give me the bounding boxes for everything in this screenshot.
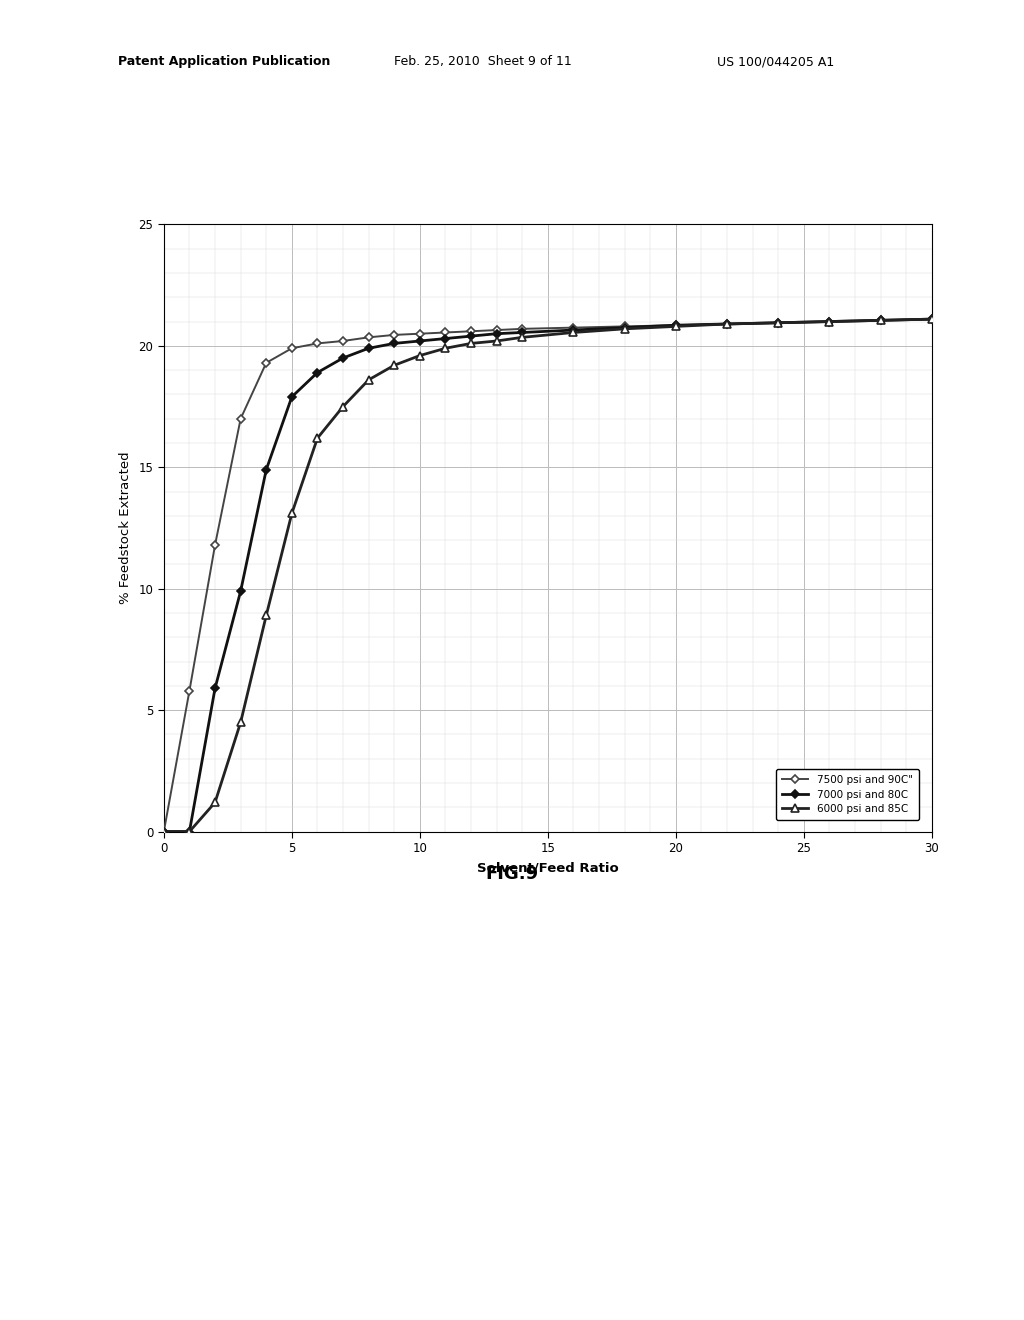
7500 psi and 90C": [414, 326, 426, 342]
7500 psi and 90C": [874, 313, 887, 329]
7500 psi and 90C": [490, 322, 503, 338]
7000 psi and 80C: [388, 335, 400, 351]
6000 psi and 85C: [414, 347, 426, 363]
7000 psi and 80C: [926, 312, 938, 327]
6000 psi and 85C: [260, 607, 272, 623]
7500 psi and 90C": [234, 411, 247, 426]
6000 psi and 85C: [874, 313, 887, 329]
7000 psi and 80C: [516, 325, 528, 341]
7500 psi and 90C": [772, 315, 784, 331]
7000 psi and 80C: [465, 329, 477, 345]
7500 psi and 90C": [337, 333, 349, 348]
6000 psi and 85C: [388, 358, 400, 374]
7000 psi and 80C: [362, 341, 375, 356]
7000 psi and 80C: [874, 313, 887, 329]
7000 psi and 80C: [439, 330, 452, 346]
6000 psi and 85C: [234, 714, 247, 730]
6000 psi and 85C: [772, 315, 784, 331]
7000 psi and 80C: [209, 680, 221, 696]
7500 psi and 90C": [618, 318, 631, 334]
7000 psi and 80C: [670, 317, 682, 333]
7500 psi and 90C": [158, 824, 170, 840]
7000 psi and 80C: [286, 389, 298, 405]
Y-axis label: % Feedstock Extracted: % Feedstock Extracted: [119, 451, 132, 605]
Text: Patent Application Publication: Patent Application Publication: [118, 55, 330, 69]
6000 psi and 85C: [618, 321, 631, 337]
Text: Feb. 25, 2010  Sheet 9 of 11: Feb. 25, 2010 Sheet 9 of 11: [394, 55, 572, 69]
7500 psi and 90C": [567, 319, 580, 335]
6000 psi and 85C: [209, 795, 221, 810]
7000 psi and 80C: [721, 315, 733, 331]
6000 psi and 85C: [516, 330, 528, 346]
7000 psi and 80C: [260, 462, 272, 478]
6000 psi and 85C: [311, 430, 324, 446]
7500 psi and 90C": [439, 325, 452, 341]
Legend: 7500 psi and 90C", 7000 psi and 80C, 6000 psi and 85C: 7500 psi and 90C", 7000 psi and 80C, 600…: [776, 768, 919, 820]
6000 psi and 85C: [183, 824, 196, 840]
6000 psi and 85C: [465, 335, 477, 351]
7000 psi and 80C: [772, 315, 784, 331]
7500 psi and 90C": [260, 355, 272, 371]
6000 psi and 85C: [823, 314, 836, 330]
7500 psi and 90C": [311, 335, 324, 351]
7000 psi and 80C: [823, 314, 836, 330]
6000 psi and 85C: [926, 312, 938, 327]
6000 psi and 85C: [670, 318, 682, 334]
7000 psi and 80C: [618, 319, 631, 335]
7500 psi and 90C": [388, 327, 400, 343]
7500 psi and 90C": [823, 314, 836, 330]
6000 psi and 85C: [721, 315, 733, 331]
7500 psi and 90C": [183, 682, 196, 698]
7500 psi and 90C": [209, 537, 221, 553]
6000 psi and 85C: [286, 506, 298, 521]
7500 psi and 90C": [721, 315, 733, 331]
7000 psi and 80C: [234, 583, 247, 599]
Line: 6000 psi and 85C: 6000 psi and 85C: [160, 315, 936, 836]
Text: US 100/044205 A1: US 100/044205 A1: [717, 55, 835, 69]
7500 psi and 90C": [516, 321, 528, 337]
7500 psi and 90C": [362, 330, 375, 346]
Line: 7000 psi and 80C: 7000 psi and 80C: [161, 315, 935, 834]
7000 psi and 80C: [567, 322, 580, 338]
X-axis label: Solvent/Feed Ratio: Solvent/Feed Ratio: [477, 862, 618, 875]
Text: FIG.9: FIG.9: [485, 865, 539, 883]
7000 psi and 80C: [337, 350, 349, 366]
6000 psi and 85C: [362, 372, 375, 388]
7500 psi and 90C": [465, 323, 477, 339]
7500 psi and 90C": [670, 317, 682, 333]
6000 psi and 85C: [158, 824, 170, 840]
6000 psi and 85C: [490, 333, 503, 348]
7000 psi and 80C: [183, 824, 196, 840]
7000 psi and 80C: [311, 364, 324, 380]
7000 psi and 80C: [490, 326, 503, 342]
6000 psi and 85C: [439, 341, 452, 356]
7500 psi and 90C": [926, 312, 938, 327]
6000 psi and 85C: [567, 325, 580, 341]
Line: 7500 psi and 90C": 7500 psi and 90C": [161, 315, 935, 834]
7000 psi and 80C: [158, 824, 170, 840]
6000 psi and 85C: [337, 399, 349, 414]
7000 psi and 80C: [414, 333, 426, 348]
7500 psi and 90C": [286, 341, 298, 356]
